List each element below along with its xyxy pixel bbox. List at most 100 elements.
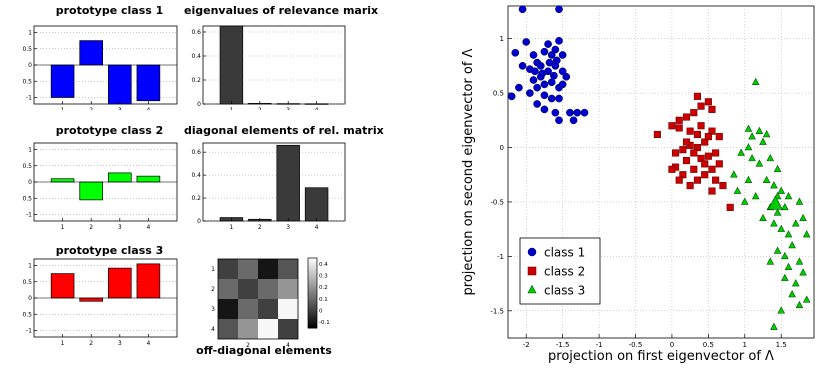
colorbar-segment (308, 312, 317, 315)
data-point (566, 108, 574, 117)
data-point (518, 5, 527, 14)
heatmap-x-tick: 2 (246, 342, 250, 349)
x-tick-label: -2 (523, 341, 530, 349)
x-tick-label: 3 (286, 107, 290, 110)
data-point (748, 132, 756, 140)
data-point (784, 192, 793, 200)
heatmap-cell (258, 259, 278, 279)
data-point (781, 202, 789, 211)
x-tick-label: 4 (146, 107, 150, 110)
data-point (533, 100, 541, 108)
colorbar-segment (308, 310, 317, 313)
data-point (730, 170, 738, 178)
data-point (802, 230, 811, 238)
data-point (580, 108, 589, 117)
y-tick-label: -0.5 (22, 78, 32, 85)
colorbar-segment (308, 291, 317, 294)
data-point (536, 62, 545, 70)
data-point (788, 290, 796, 298)
y-tick-label: 0 (28, 62, 32, 69)
colorbar-segment (308, 279, 317, 282)
colorbar-segment (308, 303, 317, 306)
data-point (802, 295, 811, 303)
colorbar-segment (308, 322, 317, 325)
data-point (715, 160, 723, 168)
x-tick-label: 1 (61, 107, 65, 110)
colorbar-segment (308, 261, 317, 264)
x-tick-label: -0.5 (629, 341, 643, 349)
proto-class3-chart: 1 0.5 0 -0.5 -1 1 2 3 4 (20, 258, 178, 347)
data-point (540, 80, 549, 89)
y-tick-label: 0.6 (191, 29, 201, 36)
data-point (697, 122, 705, 130)
colorbar-segment (308, 307, 317, 310)
data-point (682, 157, 691, 165)
x-tick-label: 1.5 (776, 341, 787, 349)
x-tick-label: 3 (118, 107, 122, 110)
data-point (701, 160, 709, 168)
heatmap-cell (218, 259, 238, 279)
colorbar-segment (308, 270, 317, 273)
colorbar-segment (308, 266, 317, 269)
x-tick-label: -1 (596, 341, 603, 349)
data-point (540, 47, 549, 56)
data-point (693, 130, 701, 138)
heatmap-y-tick: 2 (211, 286, 215, 293)
x-tick-label: 4 (146, 224, 150, 230)
off-diagonal-panel: 1 2 3 4 2 4 0.4 0.3 0.2 0.1 0 -0.1 off-diagonal ele… (184, 244, 350, 362)
colorbar-segment (308, 265, 317, 268)
data-point (708, 105, 716, 113)
heatmap-y-tick: 1 (211, 266, 215, 273)
eigenvalues-panel: eigenvalues of relevance marix 0.6 0.4 0.2… (184, 4, 378, 114)
data-point (547, 94, 556, 103)
data-point (744, 124, 753, 132)
x-tick-label: 0.5 (703, 341, 714, 349)
heatmap-cell (278, 299, 298, 319)
x-tick-label: 2 (89, 224, 93, 230)
data-point (693, 176, 701, 184)
bar (50, 178, 75, 183)
colorbar-segment (308, 314, 317, 317)
data-point (701, 138, 709, 146)
proto-class2-panel: prototype class 2 1 0.5 0 -0.5 -1 1 2 3 4 (20, 124, 182, 231)
proto-class1-panel: prototype class 1 1 0.5 0 -0.5 -1 1 2 3 4 (20, 4, 182, 114)
data-point (697, 102, 705, 110)
y-tick-label: 0.5 (493, 90, 504, 98)
x-tick-label: 3 (118, 224, 122, 230)
data-point (547, 51, 556, 59)
diagonal-chart: 0.6 0.4 0.2 0 1 2 3 4 (191, 142, 346, 231)
y-tick-label: -1 (497, 253, 504, 261)
bar (276, 144, 300, 222)
colorbar-segment (308, 324, 317, 327)
data-point (701, 171, 709, 179)
data-point (784, 262, 793, 271)
y-tick-label: 0.5 (22, 163, 32, 170)
data-point (748, 153, 756, 162)
data-point (791, 279, 800, 287)
heatmap-cell (278, 319, 298, 339)
data-point (788, 241, 796, 249)
heatmap-cell (218, 319, 238, 339)
bar (136, 263, 161, 299)
data-point (712, 176, 720, 184)
colorbar-segment (308, 296, 317, 299)
colorbar-tick: 0.1 (319, 297, 328, 303)
data-point (715, 133, 723, 141)
colorbar-tick: 0 (319, 309, 323, 315)
data-point (679, 171, 687, 179)
data-point (704, 133, 712, 141)
bar (79, 40, 103, 66)
data-point (551, 45, 560, 54)
data-point (795, 257, 804, 265)
x-tick-label: 1 (229, 224, 233, 230)
data-point (766, 153, 775, 162)
x-tick-label: 2 (89, 340, 93, 347)
data-point (531, 67, 539, 76)
data-point (569, 116, 578, 125)
colorbar-segment (308, 272, 317, 275)
y-tick-label: 1 (28, 263, 32, 270)
data-point (551, 108, 560, 117)
y-tick-label: 0.6 (191, 149, 201, 156)
colorbar-segment (308, 315, 317, 318)
colorbar-segment (308, 326, 317, 329)
